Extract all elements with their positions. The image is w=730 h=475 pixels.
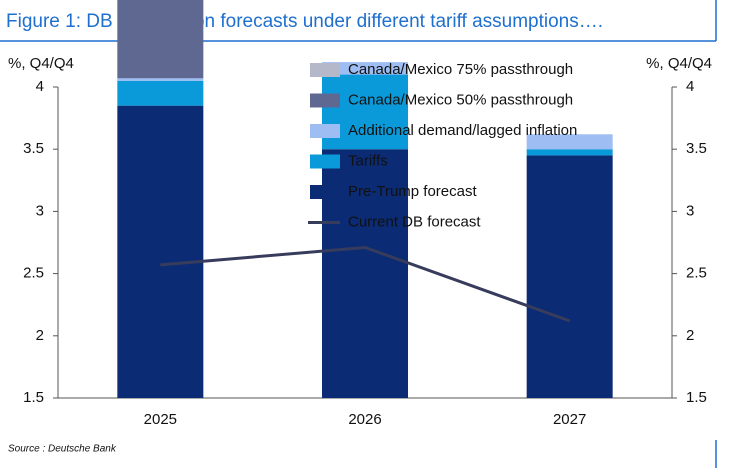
legend-label: Canada/Mexico 75% passthrough bbox=[348, 61, 573, 78]
y2-tick-label: 4 bbox=[686, 78, 694, 95]
x-tick-label: 2026 bbox=[348, 411, 381, 428]
legend-swatch bbox=[310, 185, 340, 199]
legend-label: Additional demand/lagged inflation bbox=[348, 122, 577, 139]
bar-segment bbox=[322, 62, 408, 75]
y-tick-label: 3 bbox=[36, 202, 44, 219]
x-tick-label: 2027 bbox=[553, 411, 586, 428]
legend-label: Canada/Mexico 50% passthrough bbox=[348, 91, 573, 108]
legend-swatch bbox=[310, 124, 340, 138]
bar-segment bbox=[117, 0, 204, 79]
bar-segment bbox=[117, 78, 204, 81]
bar-segment bbox=[526, 134, 613, 150]
y2-tick-label: 1.5 bbox=[686, 389, 707, 406]
legend-swatch bbox=[310, 63, 340, 77]
y2-axis-label: %, Q4/Q4 bbox=[646, 55, 712, 72]
y-tick-label: 2 bbox=[36, 327, 44, 344]
y2-tick-label: 2 bbox=[686, 327, 694, 344]
y2-tick-label: 3.5 bbox=[686, 140, 707, 157]
bar-segment bbox=[117, 105, 204, 398]
legend-swatch bbox=[310, 154, 340, 169]
y2-tick-label: 3 bbox=[686, 202, 694, 219]
source: Source : Deutsche Bank bbox=[8, 444, 117, 455]
bar-segment bbox=[526, 155, 613, 398]
y-tick-label: 3.5 bbox=[23, 140, 44, 157]
legend-label: Current DB forecast bbox=[348, 213, 481, 230]
y2-tick-label: 2.5 bbox=[686, 265, 707, 282]
y-tick-label: 1.5 bbox=[23, 389, 44, 406]
y-tick-label: 4 bbox=[36, 78, 44, 95]
bar-segment bbox=[117, 80, 204, 106]
bar-segment bbox=[526, 149, 613, 156]
line-series bbox=[160, 245, 571, 323]
legend-swatch bbox=[310, 93, 340, 108]
y-axis-label: %, Q4/Q4 bbox=[8, 55, 74, 72]
x-tick-label: 2025 bbox=[144, 411, 177, 428]
y-tick-label: 2.5 bbox=[23, 265, 44, 282]
legend-label: Pre-Trump forecast bbox=[348, 183, 477, 200]
legend-label: Tariffs bbox=[348, 152, 388, 169]
chart-title: Figure 1: DB US inflation forecasts unde… bbox=[6, 11, 603, 32]
